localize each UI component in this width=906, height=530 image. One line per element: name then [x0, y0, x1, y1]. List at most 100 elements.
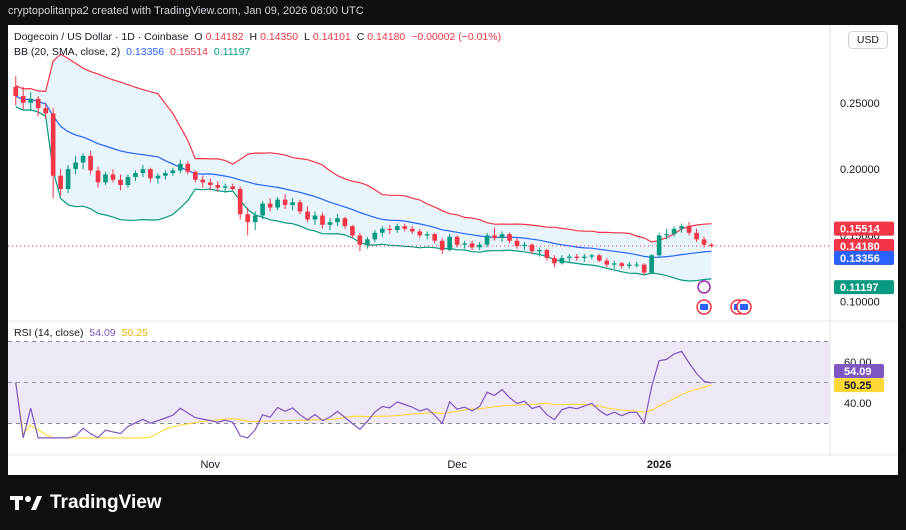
- candle-body: [178, 163, 183, 171]
- candle-body: [589, 255, 595, 257]
- last-price-tag: 0.14180: [840, 241, 880, 253]
- legend-high: 0.14350: [260, 31, 299, 43]
- candle-body: [103, 174, 108, 183]
- flag-canton: [700, 304, 709, 310]
- candle-body: [312, 215, 318, 220]
- candle: [619, 261, 625, 269]
- candle: [372, 230, 378, 243]
- candle: [95, 166, 101, 188]
- candle: [163, 170, 168, 180]
- candle-body: [28, 98, 34, 103]
- candle-body: [275, 199, 280, 208]
- candle-body: [88, 155, 93, 171]
- candle: [694, 228, 699, 243]
- candle-body: [200, 179, 206, 183]
- candle: [110, 169, 116, 183]
- legend-close: 0.14180: [367, 31, 406, 43]
- chart-frame[interactable]: 0.25000 0.20000 0.15000 0.10000 0.15514 0.141…: [8, 25, 898, 475]
- candle: [103, 171, 108, 186]
- candle-body: [222, 186, 228, 188]
- bb-upper-tag: 0.15514: [840, 224, 881, 236]
- legend-o-label: O: [194, 31, 203, 43]
- candle: [514, 238, 520, 249]
- candle: [192, 170, 198, 183]
- candle: [342, 216, 348, 229]
- event-lightning-icon: [697, 280, 711, 294]
- candle: [215, 181, 221, 192]
- candle-body: [492, 235, 497, 239]
- candle-body: [484, 235, 490, 245]
- candle: [634, 261, 640, 268]
- candle-body: [582, 256, 587, 258]
- candle-body: [73, 162, 78, 170]
- candle-body: [207, 182, 213, 186]
- currency-button[interactable]: USD: [847, 31, 888, 49]
- candle: [178, 159, 183, 174]
- candle-body: [649, 255, 654, 273]
- candle: [574, 253, 580, 261]
- candle: [207, 178, 213, 191]
- candle-body: [634, 264, 640, 266]
- candle-body: [394, 226, 400, 231]
- candle: [357, 232, 363, 252]
- bb-lower-line: [15, 106, 712, 282]
- candle-body: [469, 243, 475, 248]
- candle-body: [110, 174, 116, 180]
- candle-body: [320, 215, 325, 225]
- candle-body: [537, 250, 542, 252]
- candle: [148, 167, 153, 183]
- candle: [260, 200, 265, 220]
- candle: [686, 222, 692, 236]
- candle-body: [65, 169, 71, 189]
- legend-open: 0.14182: [205, 31, 244, 43]
- candle-body: [80, 155, 86, 163]
- candle: [552, 255, 557, 268]
- candle: [424, 231, 430, 240]
- time-axis-label: Dec: [447, 459, 467, 471]
- candle-body: [267, 203, 273, 208]
- candle-body: [148, 169, 153, 179]
- candle: [462, 240, 467, 249]
- candle-body: [185, 163, 191, 172]
- candle: [387, 224, 393, 235]
- price-chart[interactable]: 0.250000.200000.150000.100000.155140.141…: [8, 25, 898, 475]
- candle-body: [522, 244, 527, 247]
- candle-body: [686, 226, 692, 233]
- candle-body: [454, 236, 460, 245]
- candle-body: [574, 256, 580, 258]
- candle: [297, 199, 303, 215]
- rsi-value-tag-bg: [834, 364, 884, 379]
- candle-body: [567, 256, 572, 258]
- candle: [664, 228, 669, 240]
- candle: [275, 196, 280, 211]
- bb-lower-tag-bg: [834, 280, 894, 295]
- candle-body: [499, 234, 505, 239]
- candle-body: [544, 250, 550, 258]
- candle: [65, 165, 71, 193]
- rsi-tick-label: 40.00: [844, 398, 872, 410]
- candle: [544, 248, 550, 261]
- candle-body: [432, 234, 438, 241]
- candle: [222, 183, 228, 193]
- legend-rsi-label: RSI (14, close): [14, 327, 84, 339]
- candle: [200, 175, 206, 188]
- candle: [709, 243, 714, 248]
- legend-ohlc: Dogecoin / US Dollar · 1D · Coinbase O 0.…: [14, 31, 504, 43]
- legend-rsi-ma: 50.25: [121, 327, 148, 339]
- legend-c-label: C: [356, 31, 365, 43]
- candle: [365, 236, 370, 249]
- candle-body: [656, 235, 662, 256]
- tradingview-logo-icon: [10, 496, 42, 510]
- candle-body: [559, 257, 565, 264]
- candle: [155, 173, 161, 184]
- time-axis-label: Nov: [200, 459, 220, 471]
- candle-body: [387, 228, 393, 231]
- candle: [230, 183, 236, 191]
- rsi-ma-tag-bg: [834, 378, 884, 393]
- legend-bb-basis: 0.13356: [126, 46, 165, 58]
- candle-body: [611, 263, 617, 265]
- legend-low: 0.14101: [312, 31, 351, 43]
- candle-body: [552, 257, 557, 264]
- candle: [350, 224, 355, 239]
- tradingview-logo[interactable]: TradingView: [10, 492, 162, 514]
